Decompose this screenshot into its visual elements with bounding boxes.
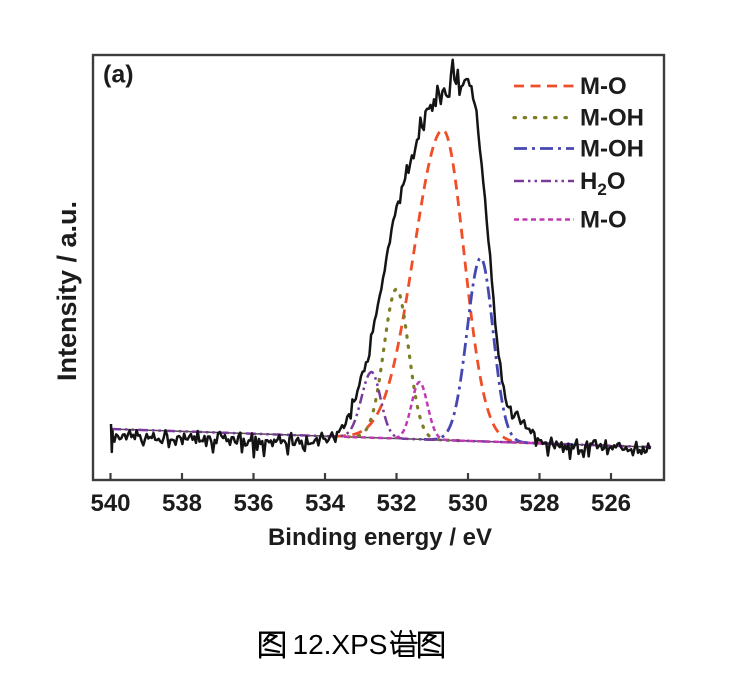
- svg-text:540: 540: [90, 490, 130, 517]
- svg-text:536: 536: [233, 490, 273, 517]
- svg-text:M-O: M-O: [580, 73, 627, 100]
- svg-text:12.XPS: 12.XPS: [293, 629, 388, 660]
- svg-text:526: 526: [591, 490, 631, 517]
- svg-text:H2O: H2O: [580, 168, 625, 199]
- svg-text:534: 534: [305, 490, 346, 517]
- svg-text:538: 538: [162, 490, 202, 517]
- svg-text:530: 530: [448, 490, 488, 517]
- svg-text:528: 528: [519, 490, 559, 517]
- svg-text:Intensity / a.u.: Intensity / a.u.: [52, 201, 82, 381]
- svg-text:M-O: M-O: [580, 207, 627, 234]
- svg-text:532: 532: [376, 490, 416, 517]
- svg-text:M-OH: M-OH: [580, 136, 644, 163]
- svg-text:Binding energy / eV: Binding energy / eV: [268, 524, 492, 551]
- svg-text:(a): (a): [103, 61, 134, 89]
- svg-text:M-OH: M-OH: [580, 105, 644, 132]
